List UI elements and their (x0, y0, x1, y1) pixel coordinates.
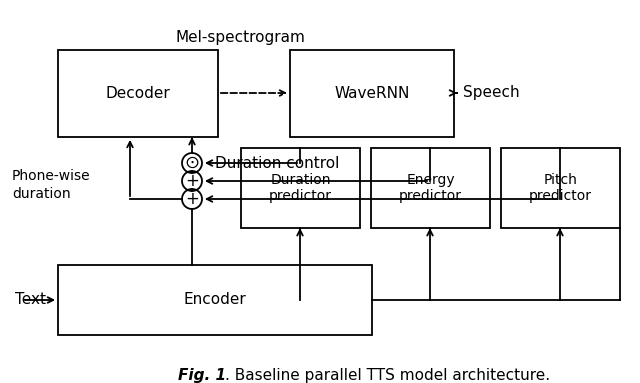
Bar (58, 265, 372, 335)
Bar (290, 50, 454, 137)
Text: Duration
predictor: Duration predictor (269, 173, 332, 203)
Text: Fig. 1: Fig. 1 (178, 368, 226, 383)
Text: Mel-spectrogram: Mel-spectrogram (175, 30, 305, 45)
Text: . Baseline parallel TTS model architecture.: . Baseline parallel TTS model architectu… (225, 368, 550, 383)
Bar (501, 148, 620, 228)
Text: Decoder: Decoder (106, 86, 170, 101)
Text: WaveRNN: WaveRNN (334, 86, 410, 101)
Bar (371, 148, 490, 228)
Text: Speech: Speech (463, 85, 520, 100)
Text: Phone-wise
duration: Phone-wise duration (12, 169, 91, 201)
Text: Energy
predictor: Energy predictor (399, 173, 462, 203)
Text: Pitch
predictor: Pitch predictor (529, 173, 592, 203)
Bar (241, 148, 360, 228)
Bar (58, 50, 218, 137)
Text: Text: Text (15, 293, 46, 308)
Text: ⊙: ⊙ (184, 154, 200, 172)
Text: +: + (185, 190, 199, 208)
Text: +: + (185, 172, 199, 190)
Text: Encoder: Encoder (184, 293, 246, 308)
Text: Duration control: Duration control (215, 155, 339, 170)
